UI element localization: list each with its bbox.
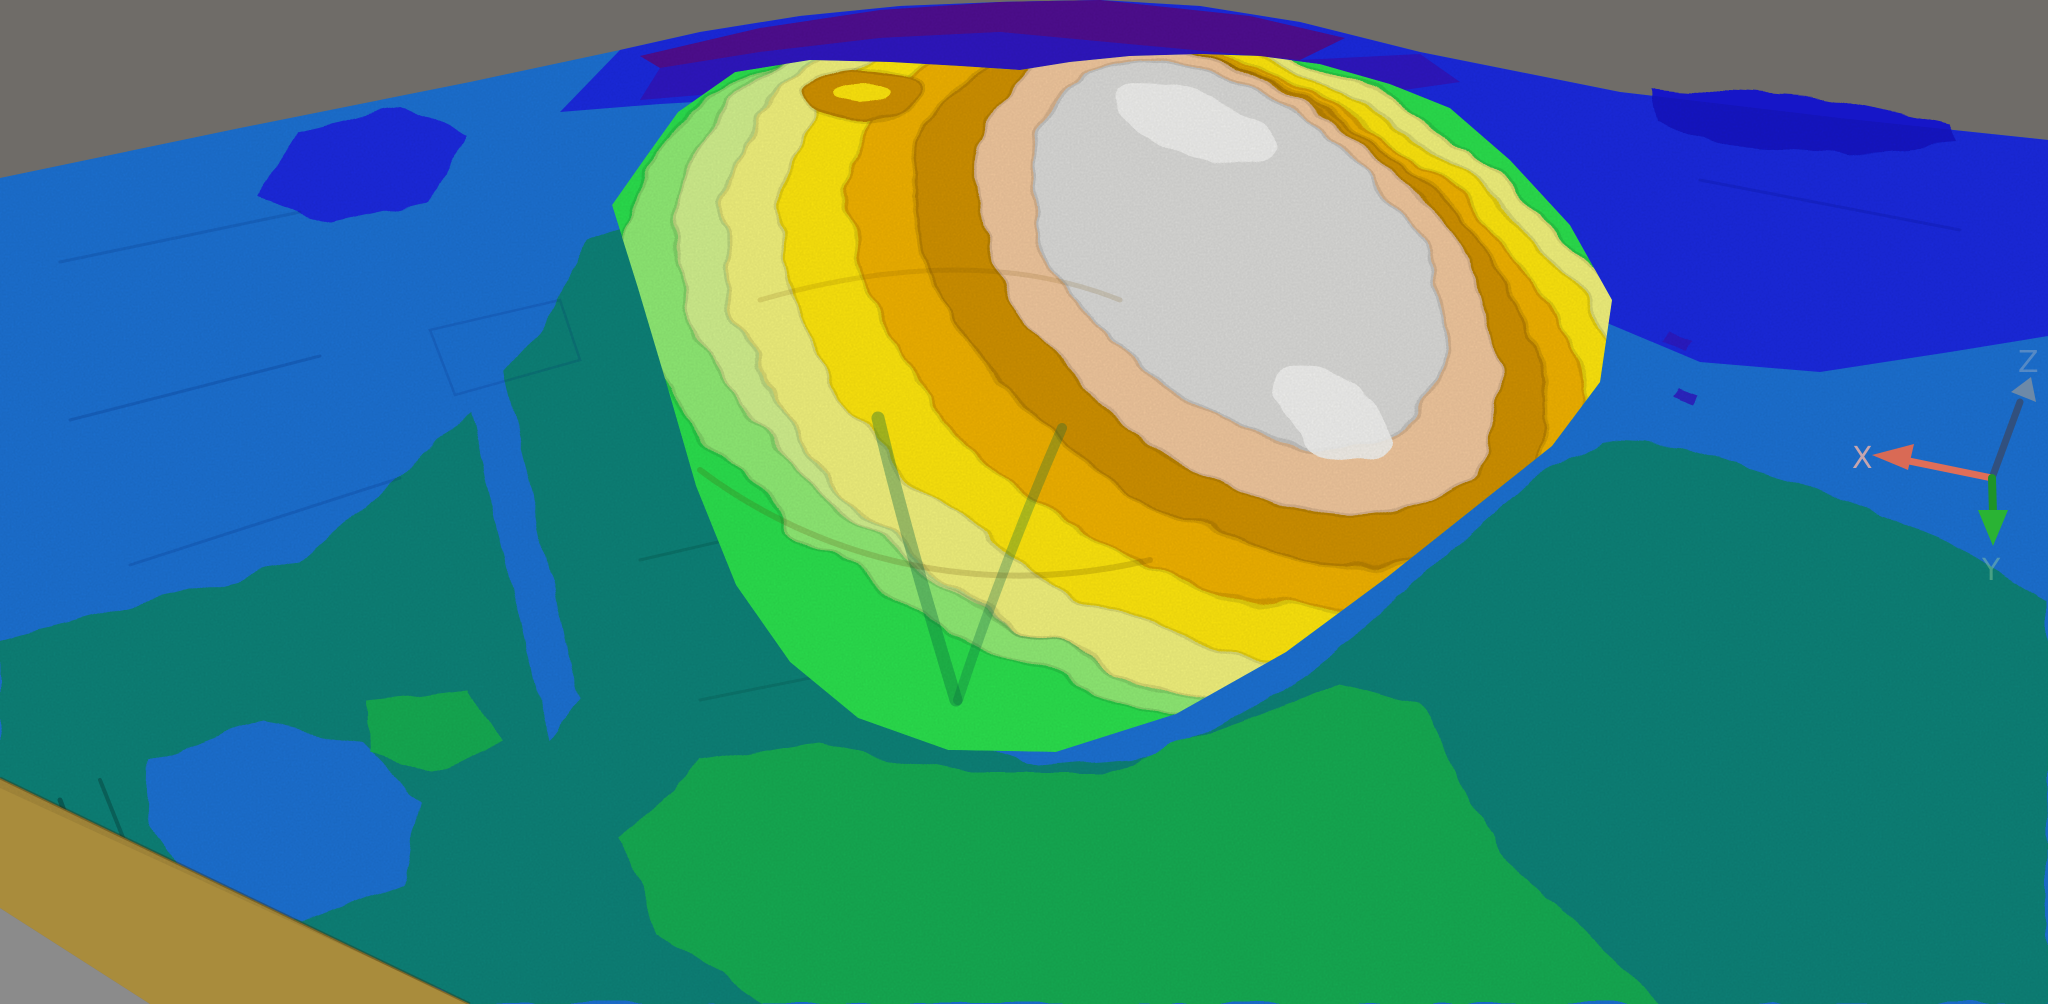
axis-gizmo[interactable]: Z X Y [1852,345,2039,588]
x-axis-arrow[interactable]: X [1852,441,1996,482]
x-axis-label: X [1852,441,1873,476]
x-axis-shaft [1900,456,1996,482]
y-axis-label: Y [1981,553,2001,588]
y-axis-arrow[interactable]: Y [1978,474,2008,588]
y-axis-head [1978,510,2008,546]
z-axis-head [2011,377,2036,402]
z-axis-shaft [1988,398,2024,482]
z-axis-arrow[interactable]: Z [1988,345,2039,482]
y-axis-shaft [1988,474,1997,518]
x-axis-head [1872,444,1914,470]
z-axis-label: Z [2018,345,2039,380]
